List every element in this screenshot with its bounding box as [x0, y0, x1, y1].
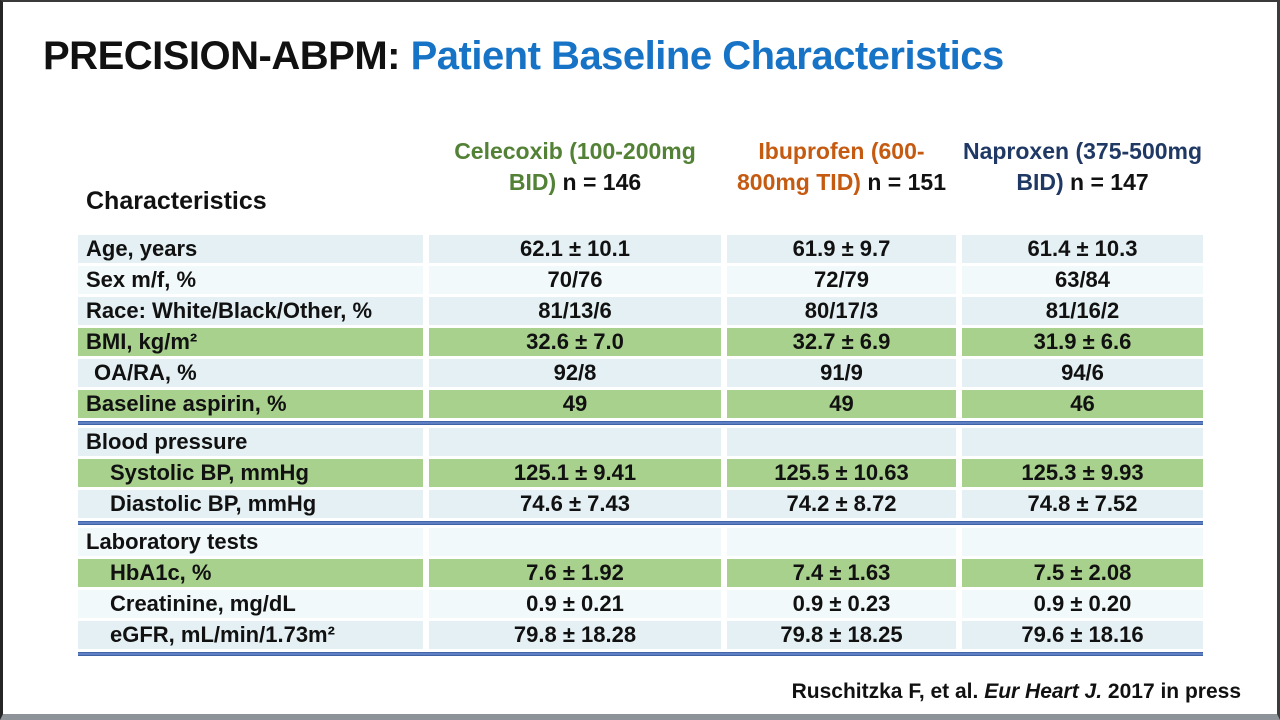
row-value: 80/17/3 — [727, 297, 956, 325]
title-subtitle: Patient Baseline Characteristics — [410, 34, 1005, 78]
row-value: 79.8 ± 18.28 — [429, 621, 721, 649]
row-label: BMI, kg/m² — [78, 328, 423, 356]
row-value: 74.8 ± 7.52 — [962, 490, 1203, 518]
row-label: Diastolic BP, mmHg — [78, 490, 423, 518]
row-value: 63/84 — [962, 266, 1203, 294]
row-label: Baseline aspirin, % — [78, 390, 423, 418]
row-value: 79.6 ± 18.16 — [962, 621, 1203, 649]
row-label: Blood pressure — [78, 428, 423, 456]
row-value: 31.9 ± 6.6 — [962, 328, 1203, 356]
row-label: eGFR, mL/min/1.73m² — [78, 621, 423, 649]
baseline-characteristics-table: Characteristics Celecoxib (100-200mg BID… — [78, 135, 1203, 656]
table-body: Age, years 62.1 ± 10.1 61.9 ± 9.7 61.4 ± 10… — [78, 235, 1203, 656]
drug-name: Naproxen — [962, 138, 1070, 164]
row-label: Sex m/f, % — [78, 266, 423, 294]
row-value: 72/79 — [727, 266, 956, 294]
column-header-celecoxib: Celecoxib (100-200mg BID) n = 146 — [429, 135, 721, 232]
row-value: 74.6 ± 7.43 — [429, 490, 721, 518]
row-value: 49 — [727, 390, 956, 418]
table-row: Diastolic BP, mmHg 74.6 ± 7.43 74.2 ± 8.72… — [78, 490, 1203, 518]
row-value: 0.9 ± 0.23 — [727, 590, 956, 618]
section-divider — [78, 652, 1203, 656]
row-value — [429, 528, 721, 556]
group-n: n = 147 — [1070, 169, 1149, 195]
row-value: 91/9 — [727, 359, 956, 387]
drug-name: Celecoxib — [454, 138, 563, 164]
row-label: Age, years — [78, 235, 423, 263]
row-value: 61.9 ± 9.7 — [727, 235, 956, 263]
citation-journal: Eur Heart J. — [984, 680, 1103, 703]
drug-name: Ibuprofen — [758, 138, 865, 164]
row-value: 81/16/2 — [962, 297, 1203, 325]
row-value: 0.9 ± 0.20 — [962, 590, 1203, 618]
table-row: HbA1c, % 7.6 ± 1.92 7.4 ± 1.63 7.5 ± 2.08 — [78, 559, 1203, 587]
drug-dose: (600-800mg TID) — [736, 138, 925, 195]
group-n: n = 146 — [562, 169, 642, 195]
table-row: Sex m/f, % 70/76 72/79 63/84 — [78, 266, 1203, 294]
row-label: HbA1c, % — [78, 559, 423, 587]
section-row: Blood pressure — [78, 428, 1203, 456]
row-label: Laboratory tests — [78, 528, 423, 556]
page-title: PRECISION-ABPM: Patient Baseline Charact… — [43, 34, 1004, 79]
citation: Ruschitzka F, et al. Eur Heart J. 2017 i… — [792, 680, 1241, 704]
row-value: 125.3 ± 9.93 — [962, 459, 1203, 487]
table-row: Creatinine, mg/dL 0.9 ± 0.21 0.9 ± 0.23 0.9… — [78, 590, 1203, 618]
drug-dose: (375-500mg BID) — [1016, 138, 1203, 195]
row-label: Systolic BP, mmHg — [78, 459, 423, 487]
citation-authors: Ruschitzka F, et al. — [791, 680, 985, 703]
row-value: 32.7 ± 6.9 — [727, 328, 956, 356]
citation-year: 2017 in press — [1102, 680, 1241, 703]
section-divider — [78, 421, 1203, 425]
drug-dose: (100-200mg BID) — [508, 138, 696, 195]
table-row: Age, years 62.1 ± 10.1 61.9 ± 9.7 61.4 ± 10… — [78, 235, 1203, 263]
row-value: 7.4 ± 1.63 — [727, 559, 956, 587]
row-label: Race: White/Black/Other, % — [78, 297, 423, 325]
row-value: 0.9 ± 0.21 — [429, 590, 721, 618]
row-value: 7.5 ± 2.08 — [962, 559, 1203, 587]
column-header-naproxen: Naproxen (375-500mg BID) n = 147 — [962, 135, 1203, 232]
row-value — [727, 428, 956, 456]
table-header-row: Characteristics Celecoxib (100-200mg BID… — [78, 135, 1203, 232]
table-row: eGFR, mL/min/1.73m² 79.8 ± 18.28 79.8 ± 18… — [78, 621, 1203, 649]
title-study-name: PRECISION-ABPM: — [43, 34, 400, 78]
group-n: n = 151 — [867, 169, 946, 195]
section-row: Laboratory tests — [78, 528, 1203, 556]
table-row: Race: White/Black/Other, % 81/13/6 80/17/3… — [78, 297, 1203, 325]
row-value: 32.6 ± 7.0 — [429, 328, 721, 356]
section-divider — [78, 521, 1203, 525]
table-row: OA/RA, % 92/8 91/9 94/6 — [78, 359, 1203, 387]
row-value: 62.1 ± 10.1 — [429, 235, 721, 263]
row-value: 70/76 — [429, 266, 721, 294]
row-value: 94/6 — [962, 359, 1203, 387]
row-value — [429, 428, 721, 456]
row-value: 74.2 ± 8.72 — [727, 490, 956, 518]
row-value: 79.8 ± 18.25 — [727, 621, 956, 649]
row-value: 125.5 ± 10.63 — [727, 459, 956, 487]
row-label: OA/RA, % — [78, 359, 423, 387]
row-value: 49 — [429, 390, 721, 418]
characteristics-column-header: Characteristics — [86, 187, 267, 215]
row-value: 92/8 — [429, 359, 721, 387]
row-value: 61.4 ± 10.3 — [962, 235, 1203, 263]
row-value: 125.1 ± 9.41 — [429, 459, 721, 487]
column-header-ibuprofen: Ibuprofen (600-800mg TID) n = 151 — [727, 135, 956, 232]
row-label: Creatinine, mg/dL — [78, 590, 423, 618]
row-value — [962, 428, 1203, 456]
row-value — [727, 528, 956, 556]
table-row: Systolic BP, mmHg 125.1 ± 9.41 125.5 ± 10.… — [78, 459, 1203, 487]
row-value: 81/13/6 — [429, 297, 721, 325]
row-value — [962, 528, 1203, 556]
row-value: 7.6 ± 1.92 — [429, 559, 721, 587]
row-value: 46 — [962, 390, 1203, 418]
table-row: BMI, kg/m² 32.6 ± 7.0 32.7 ± 6.9 31.9 ± 6.6 — [78, 328, 1203, 356]
table-row: Baseline aspirin, % 49 49 46 — [78, 390, 1203, 418]
